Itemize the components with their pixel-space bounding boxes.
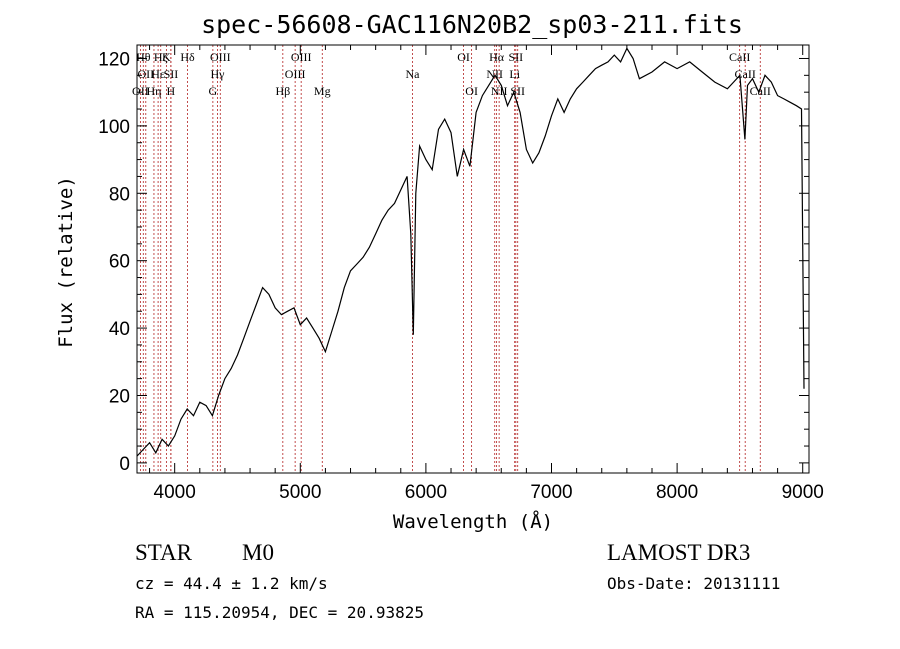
line-marker-label: Hε xyxy=(151,67,165,81)
plot-frame xyxy=(136,44,810,474)
x-tick-label: 4000 xyxy=(154,482,196,503)
line-marker-label: OIII xyxy=(285,67,306,81)
y-tick-label: 0 xyxy=(119,454,130,475)
x-tick-label: 5000 xyxy=(279,482,321,503)
line-marker-label: Li xyxy=(509,67,520,81)
y-tick-label: 40 xyxy=(109,319,130,340)
x-axis-label: Wavelength (Å) xyxy=(393,510,553,533)
flux-series-line xyxy=(136,47,805,457)
x-tick-label: 8000 xyxy=(656,482,698,503)
line-marker-label: Na xyxy=(405,67,420,81)
spectral-line-labels: OIIHθOIIHηHεHζKHSIIHδGHγOIIIHβOIIIOIIIMg… xyxy=(132,50,771,98)
line-marker-label: Hγ xyxy=(211,67,226,81)
x-axis: 4000 5000 6000 7000 8000 9000 xyxy=(149,45,824,503)
line-marker-label: Hθ xyxy=(136,50,151,64)
y-tick-label: 20 xyxy=(109,386,130,407)
line-marker-label: OI xyxy=(457,50,470,64)
redshift-cz: cz = 44.4 ± 1.2 km/s xyxy=(135,574,328,593)
y-tick-label: 100 xyxy=(98,117,130,138)
line-marker-label: OIII xyxy=(291,50,312,64)
line-marker-label: OII xyxy=(137,67,154,81)
chart-title: spec-56608-GAC116N20B2_sp03-211.fits xyxy=(201,10,743,39)
line-marker-label: Hδ xyxy=(180,50,195,64)
x-tick-label: 6000 xyxy=(405,482,447,503)
line-marker-label: CaII xyxy=(750,84,771,98)
line-marker-label: OI xyxy=(465,84,478,98)
coordinates: RA = 115.20954, DEC = 20.93825 xyxy=(135,603,424,622)
line-marker-label: Hβ xyxy=(275,84,290,98)
line-marker-label: Hζ xyxy=(154,50,168,64)
line-marker-label: NII xyxy=(486,67,503,81)
spectral-line-markers xyxy=(139,45,761,473)
x-tick-label: 7000 xyxy=(530,482,572,503)
line-marker-label: OII xyxy=(132,84,149,98)
line-marker-label: OIII xyxy=(210,50,231,64)
y-tick-label: 60 xyxy=(109,252,130,273)
line-marker-label: H xyxy=(166,84,175,98)
y-tick-label: 80 xyxy=(109,184,130,205)
line-marker-label: SII xyxy=(508,50,523,64)
y-tick-label: 120 xyxy=(98,49,130,70)
line-marker-label: NII xyxy=(491,84,508,98)
x-tick-label: 9000 xyxy=(782,482,824,503)
observation-date: Obs-Date: 20131111 xyxy=(607,574,780,593)
line-marker-label: Hα xyxy=(489,50,505,64)
line-marker-label: CaII xyxy=(729,50,750,64)
survey-name: LAMOST DR3 xyxy=(607,540,750,565)
line-marker-label: K xyxy=(162,50,171,64)
y-axis: 0 20 40 60 80 100 120 xyxy=(98,49,809,475)
y-axis-label: Flux (relative) xyxy=(55,176,77,348)
object-subclass: M0 xyxy=(242,540,274,565)
line-marker-label: SII xyxy=(164,67,179,81)
line-marker-label: Hη xyxy=(146,84,161,98)
object-class: STAR xyxy=(135,540,193,565)
line-marker-label: G xyxy=(209,84,218,98)
line-marker-label: Mg xyxy=(314,84,331,98)
